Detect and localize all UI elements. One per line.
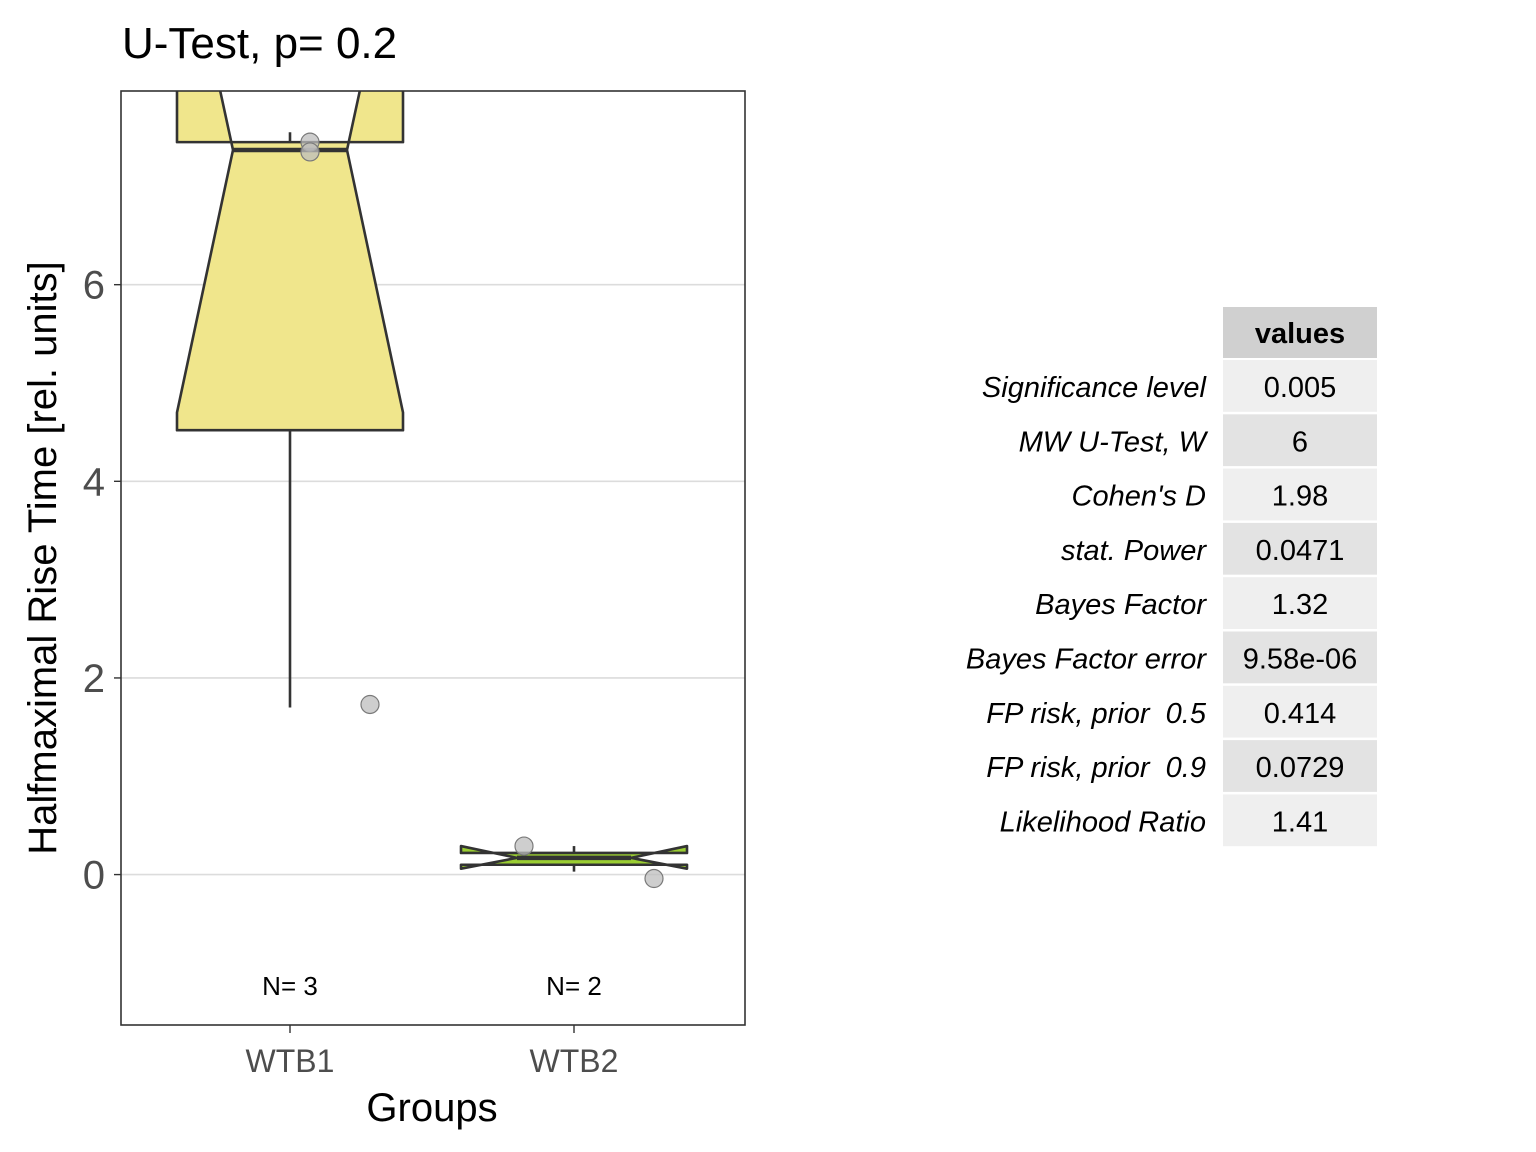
y-axis-label: Halfmaximal Rise Time [rel. units]: [21, 261, 65, 854]
data-point: [644, 868, 664, 889]
table-row-value: 0.0729: [1256, 752, 1345, 784]
x-axis: WTB1 WTB2: [246, 1025, 619, 1079]
n-label: N= 3: [262, 971, 318, 1001]
table-header-cell: [1223, 307, 1377, 358]
table-row-label: stat. Power: [1061, 535, 1207, 567]
table-row-label: FP risk, prior 0.5: [986, 698, 1207, 730]
table-row-label: Cohen's D: [1072, 481, 1207, 513]
box-wtb1: [175, 91, 405, 432]
table-row-value: 0.414: [1264, 698, 1337, 730]
table-value-cell: [1223, 522, 1377, 575]
table-row-label: Bayes Factor error: [966, 644, 1207, 676]
table-row-value: 0.005: [1264, 372, 1337, 404]
table-row-value: 9.58e-06: [1243, 644, 1358, 676]
table-row-value: 6: [1292, 426, 1308, 458]
table-row-label: Significance level: [982, 372, 1208, 404]
table-row-label: FP risk, prior 0.9: [986, 752, 1206, 784]
table-value-cell: [1223, 794, 1377, 847]
table-row-value: 1.32: [1272, 589, 1328, 621]
panel-border: [120, 90, 746, 1026]
table-value-cell: [1223, 577, 1377, 629]
y-tick-label: 2: [83, 657, 105, 701]
table-value-cell: [1223, 468, 1377, 521]
table-header: values: [1255, 318, 1345, 350]
table-row-label: MW U-Test, W: [1019, 426, 1209, 458]
y-tick-label: 6: [83, 264, 105, 308]
table-row-value: 1.98: [1272, 481, 1328, 513]
data-point: [360, 694, 380, 715]
table-row-label: Bayes Factor: [1035, 589, 1207, 621]
y-tick-label: 0: [83, 854, 105, 898]
n-label: N= 2: [546, 971, 602, 1001]
table-value-cell: [1223, 631, 1377, 684]
plot-area: N= 3 N= 2: [175, 91, 689, 1001]
table-value-cell: [1223, 740, 1377, 792]
y-axis: 0 2 4 6: [83, 264, 121, 898]
data-point: [514, 836, 534, 856]
chart-title: U-Test, p= 0.2: [122, 19, 397, 68]
table-row-value: 0.0471: [1256, 535, 1345, 567]
x-tick-label: WTB1: [246, 1043, 335, 1079]
table-row-label: Likelihood Ratio: [1000, 806, 1206, 838]
table-value-cell: [1223, 685, 1377, 738]
x-axis-label: Groups: [366, 1086, 497, 1130]
y-tick-label: 4: [83, 460, 105, 504]
table-value-cell: [1223, 360, 1377, 412]
table-value-cell: [1223, 414, 1377, 467]
x-tick-label: WTB2: [530, 1043, 619, 1079]
stats-table: values Significance level 0.005 MW U-Test, …: [966, 307, 1377, 847]
data-point: [300, 142, 320, 162]
table-row-value: 1.41: [1272, 806, 1328, 838]
